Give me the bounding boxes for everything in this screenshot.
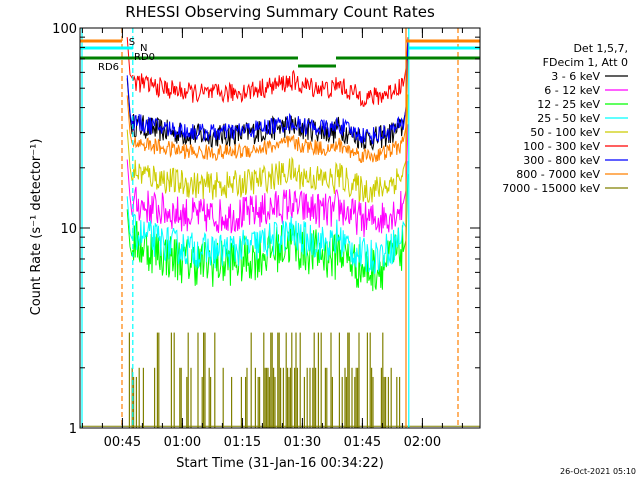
data-layer — [80, 28, 480, 428]
plot-frame — [79, 27, 481, 429]
x-tick-label: 01:45 — [344, 435, 381, 450]
x-tick-label: 02:00 — [404, 435, 441, 450]
legend-entry: 50 - 100 keV — [530, 126, 600, 139]
y-axis-label: Count Rate (s⁻¹ detector⁻¹) — [29, 139, 44, 316]
legend-entry: 7000 - 15000 keV — [502, 182, 600, 195]
legend-entry: 100 - 300 keV — [523, 140, 600, 153]
legend-entry: 12 - 25 keV — [537, 98, 600, 111]
legend-header-1: Det 1,5,7, — [573, 42, 628, 55]
flag-label: S — [129, 37, 135, 48]
x-tick-label: 01:00 — [164, 435, 201, 450]
series-line — [126, 40, 409, 145]
y-tick-label: 100 — [52, 22, 77, 37]
y-tick-label: 10 — [60, 222, 77, 237]
legend-entry: 3 - 6 keV — [551, 70, 600, 83]
chart-title: RHESSI Observing Summary Count Rates — [125, 3, 435, 21]
flag-label: RD6 — [98, 62, 119, 73]
series-line — [126, 94, 409, 203]
x-tick-label: 00:45 — [104, 435, 141, 450]
legend-entry: 25 - 50 keV — [537, 112, 600, 125]
legend-entry: 800 - 7000 keV — [516, 168, 600, 181]
series-line — [126, 161, 409, 275]
series-line — [126, 37, 409, 107]
flag-label: RD0 — [134, 52, 155, 63]
legend-entry: 6 - 12 keV — [544, 84, 600, 97]
x-axis-label: Start Time (31-Jan-16 00:34:22) — [176, 456, 384, 471]
x-tick-label: 01:30 — [284, 435, 321, 450]
legend-header-2: FDecim 1, Att 0 — [543, 56, 628, 69]
timestamp: 26-Oct-2021 05:10 — [560, 467, 636, 476]
series-line — [126, 60, 409, 163]
x-tick-label: 01:15 — [224, 435, 261, 450]
flag-label: N — [140, 43, 147, 54]
legend-entry: 300 - 800 keV — [523, 154, 600, 167]
series-line — [126, 124, 409, 238]
y-tick-label: 1 — [69, 422, 77, 437]
